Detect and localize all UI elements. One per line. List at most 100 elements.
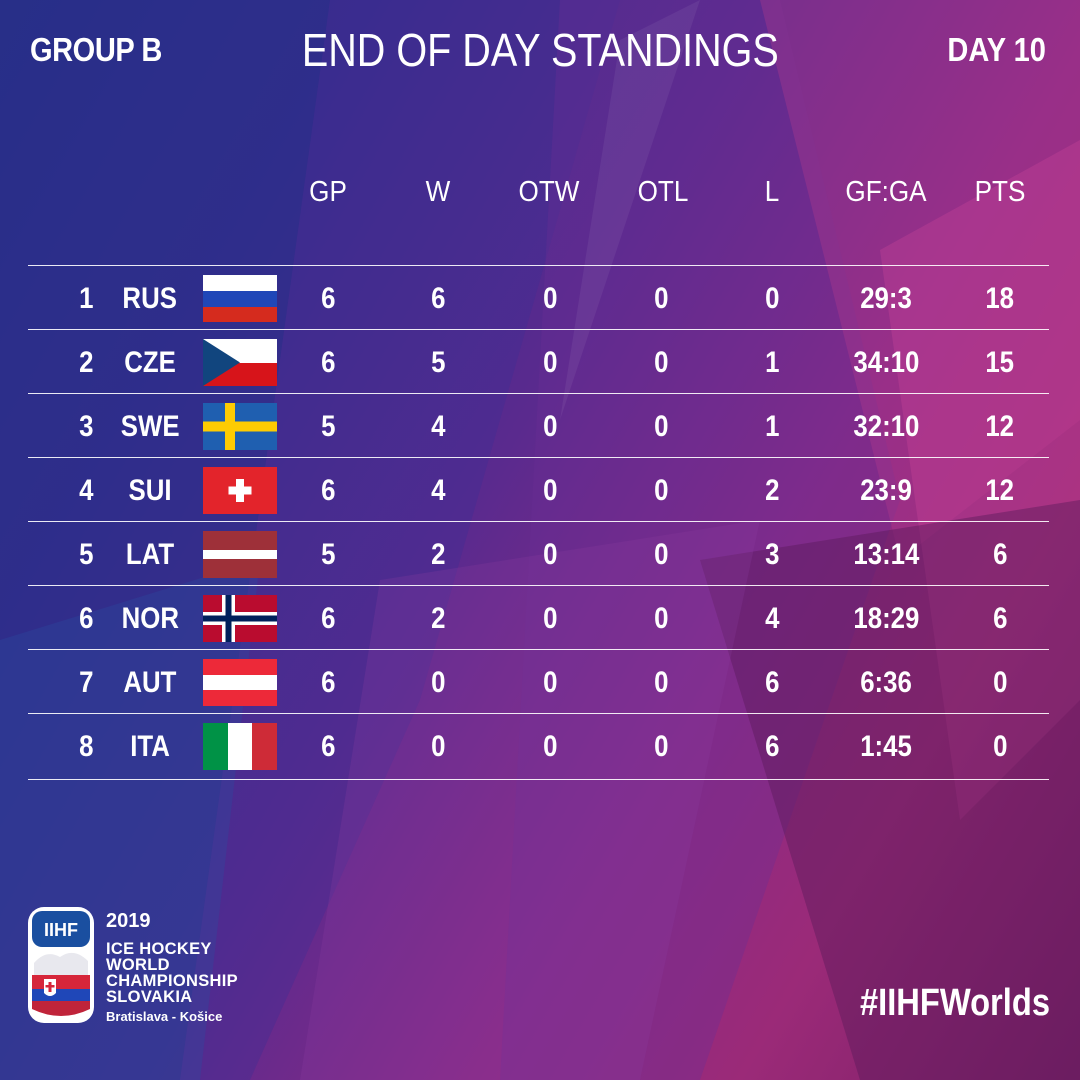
goals-for-against: 32:10 — [852, 409, 919, 443]
games-played: 6 — [320, 345, 336, 379]
losses: 0 — [764, 281, 780, 315]
rank: 1 — [78, 281, 94, 315]
event-line: WORLD — [106, 956, 170, 974]
overtime-wins: 0 — [542, 345, 558, 379]
latvia-flag-icon — [203, 531, 277, 578]
rank: 6 — [78, 601, 94, 635]
goals-for-against: 23:9 — [860, 473, 912, 507]
table-row: 4 SUI 6 4 0 0 2 23:9 12 — [28, 457, 1049, 523]
group-label: GROUP B — [30, 31, 162, 68]
losses: 4 — [764, 601, 780, 635]
event-line: ICE HOCKEY — [106, 940, 212, 958]
wins: 0 — [430, 665, 446, 699]
goals-for-against: 6:36 — [860, 665, 912, 699]
overtime-losses: 0 — [653, 601, 669, 635]
rank: 7 — [78, 665, 94, 699]
wins: 4 — [430, 409, 446, 443]
overtime-losses: 0 — [653, 473, 669, 507]
goals-for-against: 29:3 — [860, 281, 912, 315]
overtime-losses: 0 — [653, 409, 669, 443]
losses: 6 — [764, 729, 780, 763]
column-header-otw: OTW — [518, 175, 580, 208]
event-branding: 2019 ICE HOCKEY WORLD CHAMPIONSHIP SLOVA… — [106, 910, 238, 1024]
games-played: 5 — [320, 537, 336, 571]
goals-for-against: 34:10 — [852, 345, 919, 379]
points: 18 — [985, 281, 1015, 315]
team-code: AUT — [123, 665, 177, 699]
losses: 1 — [764, 409, 780, 443]
overtime-wins: 0 — [542, 473, 558, 507]
switzerland-flag-icon — [203, 467, 277, 514]
column-header-pts: PTS — [974, 175, 1026, 208]
event-line: CHAMPIONSHIP — [106, 972, 238, 990]
event-year: 2019 — [106, 910, 151, 932]
overtime-losses: 0 — [653, 281, 669, 315]
host-cities: Bratislava - Košice — [106, 1009, 223, 1024]
overtime-wins: 0 — [542, 537, 558, 571]
column-header-gfga: GF:GA — [845, 175, 927, 208]
games-played: 6 — [320, 729, 336, 763]
points: 15 — [985, 345, 1015, 379]
norway-flag-icon — [203, 595, 277, 642]
column-header-l: L — [764, 175, 780, 208]
rank: 3 — [78, 409, 94, 443]
losses: 1 — [764, 345, 780, 379]
overtime-wins: 0 — [542, 601, 558, 635]
wins: 0 — [430, 729, 446, 763]
points: 6 — [992, 537, 1008, 571]
table-row: 2 CZE 6 5 0 0 1 34:10 15 — [28, 329, 1049, 395]
sweden-flag-icon — [203, 403, 277, 450]
column-header-w: W — [425, 175, 451, 208]
iihf-logo-icon: IIHF — [28, 907, 94, 1023]
losses: 2 — [764, 473, 780, 507]
austria-flag-icon — [203, 659, 277, 706]
rank: 4 — [78, 473, 94, 507]
games-played: 5 — [320, 409, 336, 443]
column-header-otl: OTL — [637, 175, 689, 208]
team-code: LAT — [125, 537, 175, 571]
table-row: 8 ITA 6 0 0 0 6 1:45 0 — [28, 713, 1049, 780]
games-played: 6 — [320, 473, 336, 507]
russia-flag-icon — [203, 275, 277, 322]
overtime-losses: 0 — [653, 345, 669, 379]
goals-for-against: 13:14 — [852, 537, 919, 571]
czech-flag-icon — [203, 339, 277, 386]
points: 6 — [992, 601, 1008, 635]
overtime-losses: 0 — [653, 665, 669, 699]
points: 0 — [992, 665, 1008, 699]
rank: 8 — [78, 729, 94, 763]
wins: 2 — [430, 601, 446, 635]
team-code: ITA — [130, 729, 170, 763]
column-header-gp: GP — [309, 175, 347, 208]
overtime-losses: 0 — [653, 537, 669, 571]
goals-for-against: 1:45 — [860, 729, 912, 763]
losses: 3 — [764, 537, 780, 571]
goals-for-against: 18:29 — [852, 601, 919, 635]
team-code: SUI — [128, 473, 172, 507]
losses: 6 — [764, 665, 780, 699]
team-code: RUS — [122, 281, 178, 315]
wins: 5 — [430, 345, 446, 379]
overtime-wins: 0 — [542, 409, 558, 443]
event-line: SLOVAKIA — [106, 988, 193, 1006]
wins: 4 — [430, 473, 446, 507]
table-row: 6 NOR 6 2 0 0 4 18:29 6 — [28, 585, 1049, 651]
overtime-losses: 0 — [653, 729, 669, 763]
team-code: CZE — [124, 345, 176, 379]
hashtag: #IIHFWorlds — [859, 982, 1050, 1024]
games-played: 6 — [320, 281, 336, 315]
team-code: NOR — [121, 601, 179, 635]
rank: 5 — [78, 537, 94, 571]
overtime-wins: 0 — [542, 665, 558, 699]
logo-text: IIHF — [44, 920, 78, 940]
rank: 2 — [78, 345, 94, 379]
points: 0 — [992, 729, 1008, 763]
overtime-wins: 0 — [542, 729, 558, 763]
table-row: 5 LAT 5 2 0 0 3 13:14 6 — [28, 521, 1049, 587]
points: 12 — [985, 409, 1015, 443]
points: 12 — [985, 473, 1015, 507]
table-row: 1 RUS 6 6 0 0 0 29:3 18 — [28, 265, 1049, 331]
table-row: 3 SWE 5 4 0 0 1 32:10 12 — [28, 393, 1049, 459]
